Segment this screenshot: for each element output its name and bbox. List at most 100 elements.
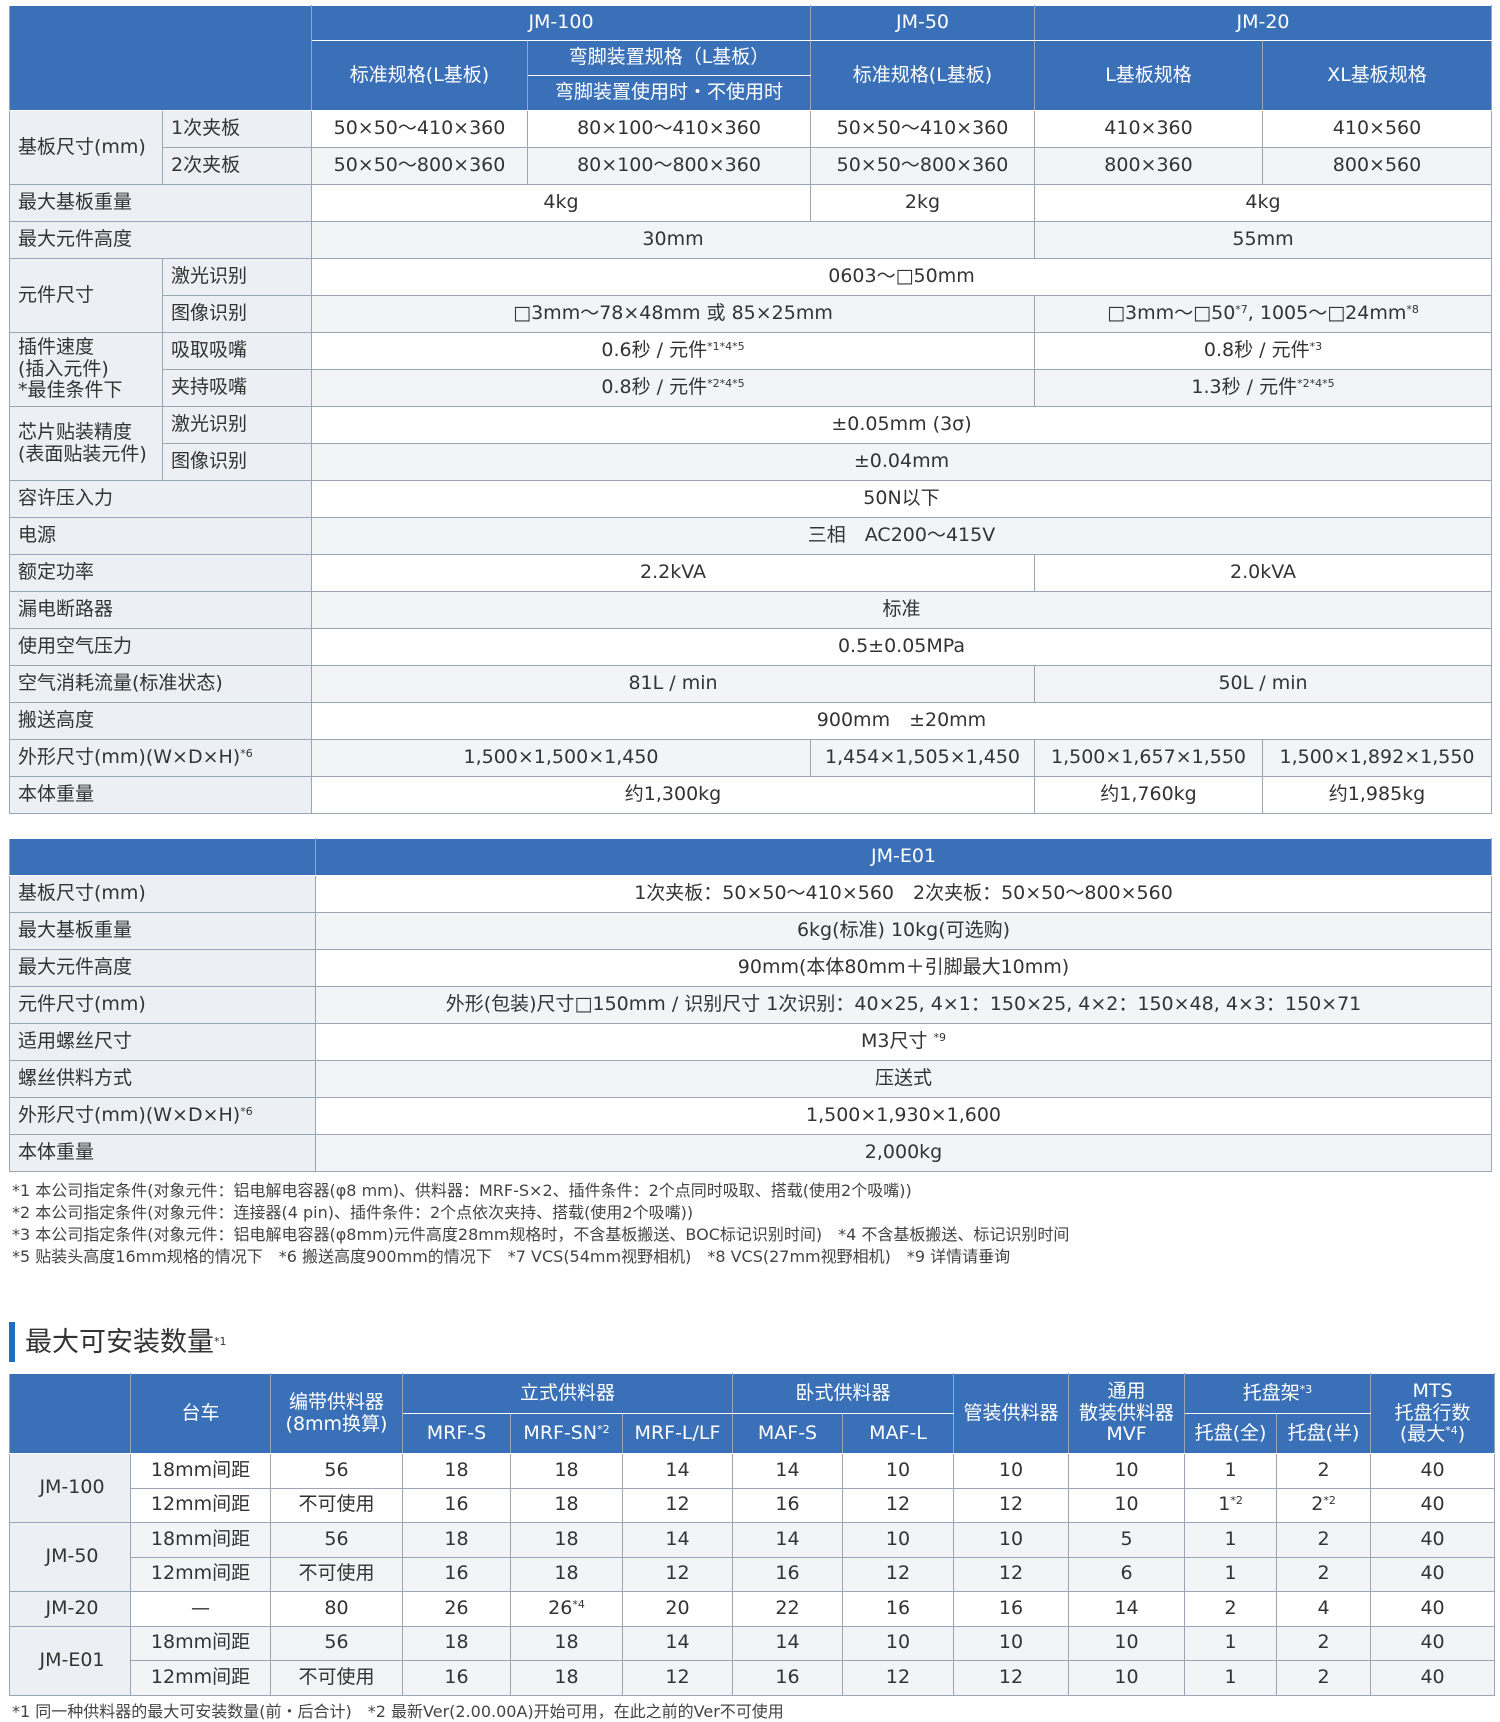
row-label: 最大元件高度 (9, 221, 312, 259)
value-cell: 50×50～410×360 (810, 110, 1035, 148)
value-cell: 1*2 (1184, 1487, 1278, 1523)
e01-row: 最大基板重量 6kg(标准) 10kg(可选购) (9, 912, 1492, 950)
column-header: 通用 散装供料器 MVF (1068, 1373, 1186, 1454)
spec-row: 电源 三相 AC200～415V (9, 517, 1492, 555)
note-mark: *2 (1230, 1494, 1243, 1508)
header-row: MRF-S MRF-SN*2 MRF-L/LF MAF-S MAF-L 托盘(全) 托盘(半… (10, 1413, 1495, 1454)
footnote: *1 同一种供料器的最大可安装数量(前・后合计) *2 最新Ver(2.00.0… (12, 1702, 784, 1721)
value-cell: 1 (1184, 1453, 1278, 1489)
capacity-row: JM-100 18mm间距 56 18 18 14 14 10 10 10 1 2 40 (9, 1453, 1496, 1523)
value-cell: 14 (732, 1522, 843, 1558)
row-label: 外形尺寸(mm)(W×D×H)*6 (9, 739, 312, 777)
value-cell: 410×360 (1034, 110, 1263, 148)
row-label: 基板尺寸(mm) (9, 875, 316, 913)
value-cell: 1 (1184, 1522, 1278, 1558)
value-cell: 16 (841, 1591, 955, 1627)
capacity-row: JM-E01 18mm间距 56 18 18 14 14 10 10 10 1 2 40 (9, 1625, 1496, 1696)
value-cell: 14 (732, 1453, 843, 1489)
row-label: 元件尺寸(mm) (9, 986, 316, 1024)
model-header: JM-100 (311, 5, 811, 41)
model-header: JM-50 (810, 5, 1035, 41)
value-cell: 900mm ±20mm (311, 702, 1492, 740)
value-cell: 6 (1068, 1556, 1186, 1592)
value-cell: 标准 (311, 591, 1492, 629)
text: 最大可安装数量 (25, 1327, 214, 1358)
pitch-label: 18mm间距 (130, 1522, 271, 1558)
value-cell: 1,500×1,657×1,550 (1034, 739, 1263, 777)
spec-row: 空气消耗流量(标准状态) 81L / min 50L / min (9, 665, 1492, 703)
value-cell: 10 (841, 1625, 955, 1661)
row-label: 空气消耗流量(标准状态) (9, 665, 312, 703)
value-cell: 12 (622, 1556, 733, 1592)
row-label: 图像识别 (162, 443, 312, 481)
text: 1 (1218, 1493, 1231, 1516)
e01-row: 本体重量 2,000kg (9, 1134, 1492, 1172)
model-header: JM-E01 (315, 838, 1492, 876)
capacity-body: JM-100 18mm间距 56 18 18 14 14 10 10 10 1 2 40 12mm间距 不可… (9, 1453, 1496, 1696)
spec-row: 容许压入力 50N以下 (9, 480, 1492, 518)
value-cell: 10 (1068, 1625, 1186, 1661)
value-cell: 20 (622, 1591, 733, 1627)
note: *2 本公司指定条件(对象元件：连接器(4 pin)、插件条件：2个点依次夹持、… (12, 1203, 694, 1222)
note-mark: *2*4*5 (1297, 377, 1335, 391)
value-cell: 10 (1068, 1453, 1186, 1489)
row-label: 图像识别 (162, 295, 312, 333)
row-label: 基板尺寸(mm) (9, 110, 163, 185)
text: 外形尺寸(mm)(W×D×H) (18, 746, 241, 769)
value-cell: 80×100～410×360 (527, 110, 811, 148)
capacity-row: 12mm间距 不可使用 16 18 12 16 12 12 10 1*2 2*2 40 (10, 1487, 1496, 1523)
value-cell: 40 (1370, 1556, 1496, 1592)
note-mark: *2 (1323, 1494, 1336, 1508)
value-cell: 16 (402, 1660, 511, 1696)
note: *1 本公司指定条件(对象元件：铝电解电容器(φ8 mm)、供料器：MRF-S×… (12, 1181, 912, 1200)
value-cell: 10 (1068, 1487, 1186, 1523)
value-cell: 16 (732, 1556, 843, 1592)
pitch-label: 12mm间距 (130, 1660, 271, 1696)
spec-row: 图像识别 □3mm～78×48mm 或 85×25mm □3mm～□50*7, 10… (10, 295, 1492, 333)
row-label: 插件速度 (插入元件) *最佳条件下 (9, 332, 163, 407)
note-mark: *1 (214, 1335, 227, 1348)
row-label: 本体重量 (9, 1134, 316, 1172)
header-row: 弯脚装置使用时・不使用时 (10, 75, 1492, 111)
value-cell: 16 (402, 1556, 511, 1592)
capacity-row: JM-20—80 26 26*4 20 22 16 16 14 2 4 40 (9, 1591, 1496, 1627)
text: M3尺寸 (860, 1030, 934, 1053)
note-mark: *7 (1235, 303, 1248, 317)
value-cell: 80 (270, 1591, 403, 1627)
spec-row: 元件尺寸 激光识别 0603～□50mm (9, 258, 1492, 333)
pitch-label: 12mm间距 (130, 1487, 271, 1523)
pitch-label: 12mm间距 (130, 1556, 271, 1592)
column-subheader: 托盘(全) (1184, 1413, 1278, 1454)
row-label: 激光识别 (162, 406, 312, 444)
value-cell: 18 (510, 1487, 623, 1523)
e01-row: 螺丝供料方式 压送式 (9, 1060, 1492, 1098)
variant-sub-header: 弯脚装置使用时・不使用时 (527, 75, 811, 111)
capacity-row: JM-50 18mm间距 56 18 18 14 14 10 10 5 1 2 40 (9, 1522, 1496, 1592)
value-cell: 10 (953, 1625, 1070, 1661)
value-cell: 18 (510, 1522, 623, 1558)
corner (9, 5, 312, 111)
text: 2 (1311, 1493, 1324, 1516)
value-cell: 2 (1184, 1591, 1278, 1627)
value-cell: 5 (1068, 1522, 1186, 1558)
spec-row: 芯片贴装精度 (表面贴装元件) 激光识别 ±0.05mm (3σ) (9, 406, 1492, 481)
value-cell: 10 (953, 1522, 1070, 1558)
value-cell: 14 (622, 1453, 733, 1489)
capacity-row: 12mm间距 不可使用 16 18 12 16 12 12 6 1 2 40 (10, 1556, 1496, 1592)
value-cell: 18 (510, 1453, 623, 1489)
text: 外形尺寸(mm)(W×D×H) (18, 1104, 241, 1127)
header-row: JM-100 JM-50 JM-20 (9, 5, 1492, 111)
capacity-head: 台车 编带供料器 (8mm换算) 立式供料器 卧式供料器 管装供料器 通用 散装供料器 M… (9, 1373, 1496, 1454)
value-cell: 2kg (810, 184, 1035, 222)
row-label: 电源 (9, 517, 312, 555)
value-cell: 40 (1370, 1453, 1496, 1489)
value-cell: 12 (622, 1487, 733, 1523)
value-cell: 56 (270, 1522, 403, 1558)
column-header: 编带供料器 (8mm换算) (270, 1373, 403, 1454)
value-cell: 50L / min (1034, 665, 1492, 703)
value-cell: 12 (953, 1660, 1070, 1696)
e01-head: JM-E01 (9, 838, 1492, 876)
value-cell: 不可使用 (270, 1556, 403, 1592)
column-header: 托盘架*3 (1184, 1373, 1372, 1414)
